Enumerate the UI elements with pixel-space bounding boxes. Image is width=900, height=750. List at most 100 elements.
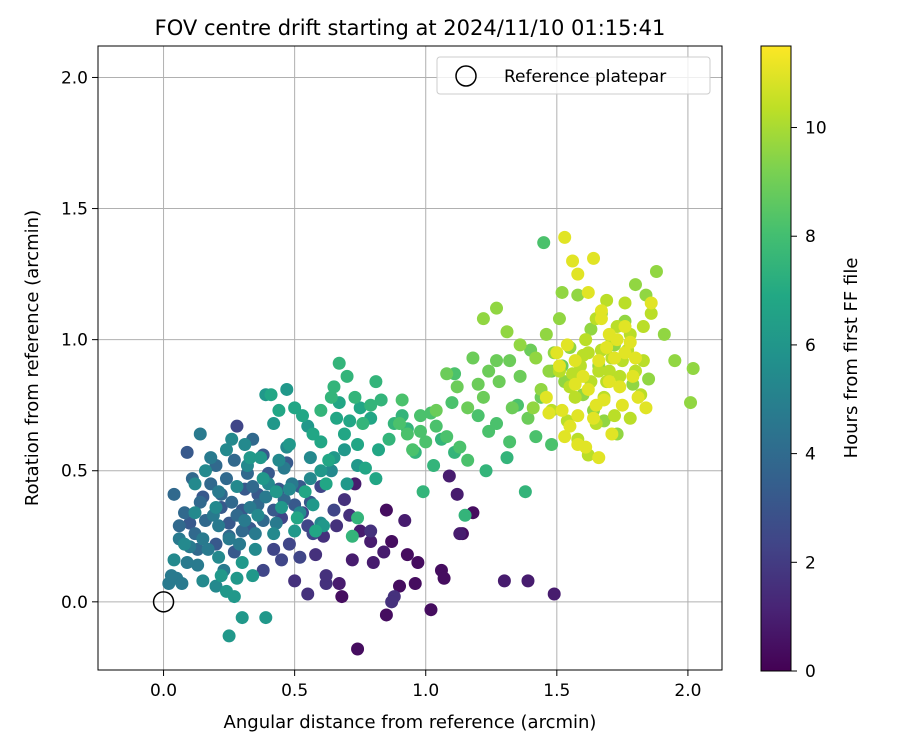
scatter-point [230, 571, 244, 585]
scatter-point [372, 443, 386, 457]
scatter-point [450, 380, 464, 394]
scatter-point [684, 396, 698, 410]
scatter-point [416, 485, 430, 499]
scatter-point [306, 498, 320, 512]
scatter-point [330, 411, 344, 425]
scatter-point [238, 514, 252, 528]
plot-frame [97, 45, 723, 671]
scatter-point [272, 453, 286, 467]
scatter-point [348, 390, 362, 404]
legend: Reference platepar [436, 56, 711, 95]
scatter-point [571, 288, 585, 302]
y-tick-label: 2.0 [61, 68, 88, 88]
scatter-point [175, 576, 189, 590]
scatter-point [406, 443, 420, 457]
scatter-point [461, 453, 475, 467]
scatter-point [222, 629, 236, 643]
scatter-point [594, 312, 608, 326]
scatter-point [429, 403, 443, 417]
scatter-point [649, 264, 663, 278]
scatter-point [235, 556, 249, 570]
scatter-point [458, 508, 472, 522]
scatter-point [193, 427, 207, 441]
scatter-point [180, 556, 194, 570]
scatter-point [613, 380, 627, 394]
x-axis-label: Angular distance from reference (arcmin) [224, 712, 597, 733]
scatter-point [552, 312, 566, 326]
scatter-point [644, 296, 658, 310]
scatter-point [267, 527, 281, 541]
scatter-point [568, 377, 582, 391]
scatter-point [413, 409, 427, 423]
scatter-point [490, 354, 504, 368]
legend-box [436, 56, 711, 95]
scatter-point [183, 516, 197, 530]
scatter-point [314, 403, 328, 417]
scatter-point [280, 382, 294, 396]
scatter-point [571, 438, 585, 452]
reference-platepar-point [152, 591, 175, 613]
scatter-point [618, 346, 632, 360]
scatter-point [623, 335, 637, 349]
scatter-point [188, 506, 202, 520]
scatter-point [358, 461, 372, 475]
scatter-point [288, 401, 302, 415]
scatter-point [563, 419, 577, 433]
y-axis-ticks: 0.0 0.5 1.0 1.5 2.0 [61, 68, 98, 613]
scatter-point [539, 327, 553, 341]
scatter-point [400, 548, 414, 562]
scatter-point [610, 333, 624, 347]
scatter-point [219, 472, 233, 486]
scatter-point [340, 477, 354, 491]
scatter-point [566, 367, 580, 381]
x-axis-ticks: 0.0 0.5 1.0 1.5 2.0 [150, 670, 701, 701]
colorbar-tick-label: 8 [805, 227, 816, 247]
scatter-point [552, 359, 566, 373]
scatter-point [227, 453, 241, 467]
scatter-point [453, 440, 467, 454]
scatter-point [209, 500, 223, 514]
scatter-point [537, 236, 551, 250]
scatter-point [314, 435, 328, 449]
scatter-point [235, 611, 249, 625]
scatter-point [479, 464, 493, 478]
scatter-point [513, 369, 527, 383]
scatter-point [618, 320, 632, 334]
scatter-point [196, 574, 210, 588]
legend-label: Reference platepar [504, 67, 666, 87]
scatter-point [542, 364, 556, 378]
scatter-point [212, 550, 226, 564]
scatter-point [482, 364, 496, 378]
scatter-point [319, 477, 333, 491]
scatter-point [219, 443, 233, 457]
scatter-point [293, 550, 307, 564]
scatter-point [209, 579, 223, 593]
scatter-point [288, 574, 302, 588]
scatter-point [497, 574, 511, 588]
scatter-point [180, 445, 194, 459]
scatter-point [188, 477, 202, 491]
scatter-point [345, 553, 359, 567]
scatter-point [222, 532, 236, 546]
scatter-point [275, 500, 289, 514]
scatter-point [196, 532, 210, 546]
scatter-point [560, 338, 574, 352]
scatter-point [345, 529, 359, 543]
scatter-point [164, 569, 178, 583]
scatter-point [555, 403, 569, 417]
scatter-point [238, 438, 252, 452]
colorbar-tick-label: 0 [805, 662, 816, 682]
scatter-point [248, 527, 262, 541]
scatter-point [571, 409, 585, 423]
scatter-point [191, 558, 205, 572]
scatter-point [324, 464, 338, 478]
scatter-point [576, 369, 590, 383]
scatter-point [353, 401, 367, 415]
scatter-point [269, 485, 283, 499]
scatter-point [623, 411, 637, 425]
scatter-point [545, 438, 559, 452]
scatter-point [615, 398, 629, 412]
scatter-point [267, 417, 281, 431]
scatter-point [558, 430, 572, 444]
scatter-point [298, 485, 312, 499]
